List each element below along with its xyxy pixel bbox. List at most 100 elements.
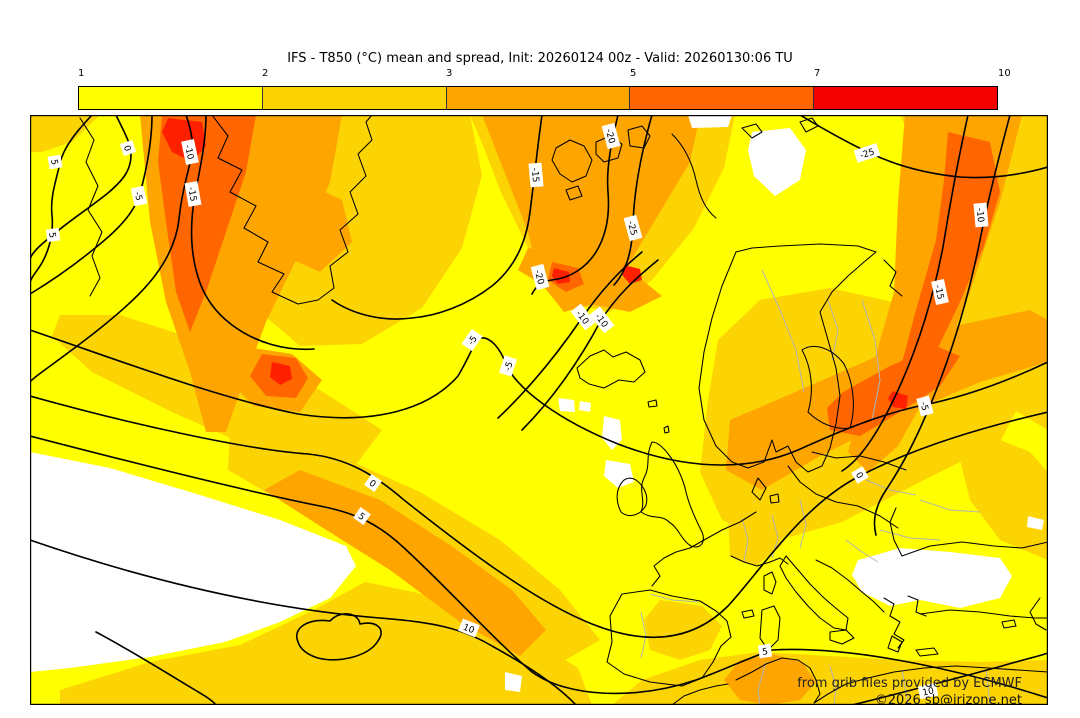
temperature-contours: [30, 115, 1048, 705]
contour-label: 0: [851, 466, 869, 484]
contour-label: -10: [973, 202, 989, 228]
contour-minus10-ne: [873, 115, 1011, 536]
colorbar-tick-2: 2: [262, 68, 269, 79]
svg-text:-5: -5: [132, 191, 144, 202]
contour-label: -25: [853, 143, 881, 163]
contour-label: 5: [47, 154, 63, 170]
spread-fill-low: [30, 115, 1044, 692]
colorbar-segment-3-5: [446, 87, 631, 109]
map-canvas: 50 -10-15-55-15-20-25-20-25-10-15-10 -10-5…: [30, 115, 1048, 705]
colorbar-tick-10: 10: [998, 68, 1011, 79]
contour-label: -15: [931, 279, 949, 305]
contour-label: -25: [623, 214, 643, 242]
coast-black-sea: [901, 541, 1048, 557]
contour-label: 5: [45, 227, 61, 243]
coast-cyprus: [1001, 619, 1017, 629]
contour-minus15-nw: [190, 115, 315, 351]
coast-baltic: [787, 465, 899, 529]
contour-label: -5: [461, 328, 483, 352]
contour-plus10-loop: [295, 613, 382, 661]
coast-greenland-west: [79, 117, 103, 297]
colorbar-segment-7-10: [814, 87, 997, 109]
colorbar-tick-1: 1: [78, 68, 85, 79]
coast-novaya-zemlya: [671, 133, 717, 219]
coast-greenland-east: [211, 115, 373, 305]
coast-italy: [779, 555, 849, 631]
svg-text:0: 0: [367, 478, 378, 490]
svg-text:-10: -10: [182, 144, 195, 161]
coast-sicily: [829, 629, 855, 645]
svg-text:0: 0: [853, 471, 865, 481]
coast-svalbard: [551, 139, 593, 183]
coast-north-africa: [735, 657, 1048, 704]
svg-text:10: 10: [922, 686, 936, 698]
svg-text:5: 5: [762, 647, 769, 658]
contour-plus5: [30, 435, 1048, 699]
contour-label: -20: [530, 263, 550, 291]
contour-label: -15: [528, 162, 544, 188]
contour-label: 5: [353, 507, 371, 525]
coast-scandinavia: [698, 243, 877, 473]
contour-label: 10: [458, 618, 480, 638]
coast-ireland: [616, 477, 648, 517]
contour-plus15: [95, 631, 217, 705]
svg-text:-25: -25: [625, 220, 638, 237]
colorbar-tick-7: 7: [814, 68, 821, 79]
contour-label: 5: [757, 643, 773, 659]
contour-label: 0: [119, 139, 137, 157]
coastlines: [79, 115, 1048, 705]
colorbar-segment-5-7: [630, 87, 815, 109]
colorbar-ticks: 1 2 3 5 7 10: [78, 68, 1018, 82]
svg-text:10: 10: [461, 623, 476, 637]
contour-labels: 50 -10-15-55-15-20-25-20-25-10-15-10 -10-5…: [45, 122, 989, 700]
country-borders: [640, 269, 991, 705]
credit-ecmwf: from grib files provided by ECMWF: [797, 676, 1022, 691]
svg-text:5: 5: [46, 232, 57, 239]
svg-text:-20: -20: [603, 128, 617, 145]
contour-label: -10: [181, 139, 199, 165]
colorbar-tick-3: 3: [446, 68, 453, 79]
contour-label: 0: [364, 474, 382, 492]
contour-label: -5: [499, 355, 517, 377]
svg-text:5: 5: [48, 159, 59, 166]
svg-text:-15: -15: [529, 167, 540, 183]
contour-label: -5: [130, 185, 148, 207]
contour-minus5-nw: [30, 115, 153, 295]
svg-text:0: 0: [121, 144, 132, 153]
coast-turkey-south: [919, 609, 1048, 619]
svg-text:-5: -5: [918, 401, 930, 412]
colorbar-tick-5: 5: [630, 68, 637, 79]
coast-denmark: [751, 477, 767, 501]
colorbar-segment-2-3: [262, 87, 447, 109]
coast-iceland: [576, 349, 646, 389]
contour-label: -20: [601, 122, 621, 150]
page-title: IFS - T850 (°C) mean and spread, Init: 2…: [287, 51, 793, 66]
contour-minus25-ne: [799, 115, 1048, 179]
contour-plus10: [30, 539, 577, 705]
contour-minus15-ne: [841, 115, 969, 472]
coast-corsica: [763, 571, 777, 595]
contour-label: 10: [917, 682, 939, 700]
svg-text:-20: -20: [532, 269, 546, 286]
svg-text:-5: -5: [503, 361, 515, 373]
svg-text:-25: -25: [859, 147, 876, 161]
contour-plus5-nw: [30, 115, 93, 285]
coast-france: [651, 511, 757, 587]
colorbar: [78, 86, 998, 110]
coast-greece: [883, 597, 905, 649]
contour-plus10-b: [851, 652, 1048, 705]
svg-text:-10: -10: [974, 207, 985, 223]
coast-morocco: [671, 683, 729, 705]
coast-crete: [915, 647, 939, 657]
credit-copyright: ©2026 sb@irizone.net: [875, 693, 1022, 705]
svg-text:-15: -15: [932, 284, 945, 300]
weather-map: 5 0 -10 -15 -5 5 -15 -20 -25 -20 -25 -10 -15 -10 -10 -5…: [30, 115, 1048, 705]
coast-balkans: [815, 559, 885, 613]
coast-great-britain: [640, 441, 704, 548]
svg-text:5: 5: [356, 511, 366, 522]
map-frame: [30, 115, 1048, 705]
contour-label: -5: [916, 395, 934, 417]
svg-text:-15: -15: [185, 186, 197, 202]
coast-sardinia: [759, 605, 781, 651]
